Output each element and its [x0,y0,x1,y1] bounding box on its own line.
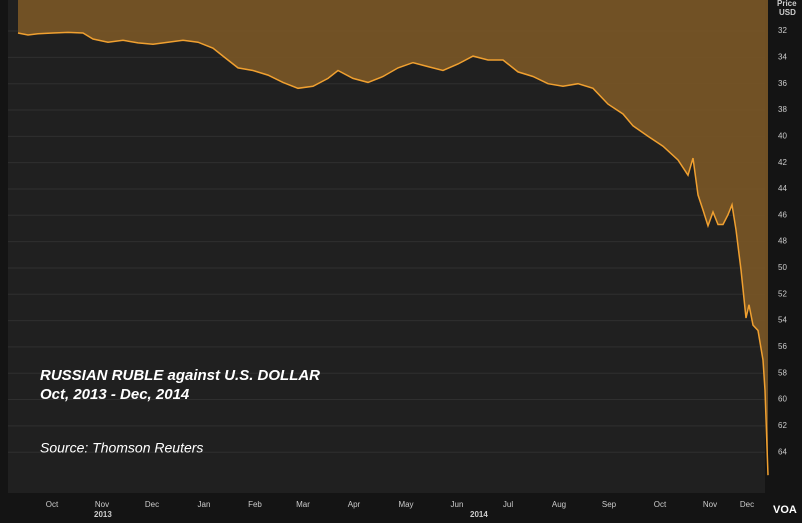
y-tick-label: 60 [778,395,787,404]
x-tick-label: Nov [95,500,109,509]
x-tick-label: Jan [198,500,211,509]
x-tick-label: Apr [348,500,361,509]
y-tick-label: 52 [778,289,787,298]
x-tick-label: Dec [145,500,159,509]
y-tick-label: 46 [778,210,787,219]
x-tick-label: May [398,500,413,509]
x-tick-label: Jun [451,500,464,509]
x-tick-label: Sep [602,500,617,509]
x-tick-label: Jul [503,500,513,509]
y-axis-label: Price [777,0,797,8]
x-tick-label: Mar [296,500,310,509]
x-tick-label: Feb [248,500,262,509]
credit: VOA [773,504,797,516]
x-tick-label: Aug [552,500,566,509]
y-tick-label: 32 [778,26,787,35]
y-tick-label: 62 [778,421,787,430]
y-tick-label: 38 [778,105,787,114]
x-tick-label: Nov [703,500,717,509]
y-axis-label: USD [779,8,796,17]
y-tick-label: 36 [778,79,787,88]
chart-title: RUSSIAN RUBLE against U.S. DOLLAR [40,367,320,384]
line [17,31,769,476]
x-tick-label: Oct [654,500,667,509]
y-tick-label: 48 [778,237,787,246]
area [18,0,768,476]
y-tick-label: 50 [778,263,787,272]
y-tick-label: 34 [778,52,787,61]
y-tick-label: 54 [778,316,787,325]
x-tick-label: Oct [46,500,59,509]
year-label: 2014 [470,510,488,519]
x-tick-label: Dec [740,500,754,509]
y-tick-label: 56 [778,342,787,351]
source: Source: Thomson Reuters [40,440,203,456]
chart-subtitle: Oct, 2013 - Dec, 2014 [40,386,190,403]
year-label: 2013 [94,510,112,519]
y-tick-label: 44 [778,184,787,193]
y-tick-label: 58 [778,368,787,377]
y-tick-label: 42 [778,158,787,167]
y-tick-label: 40 [778,131,787,140]
y-tick-label: 64 [778,447,787,456]
